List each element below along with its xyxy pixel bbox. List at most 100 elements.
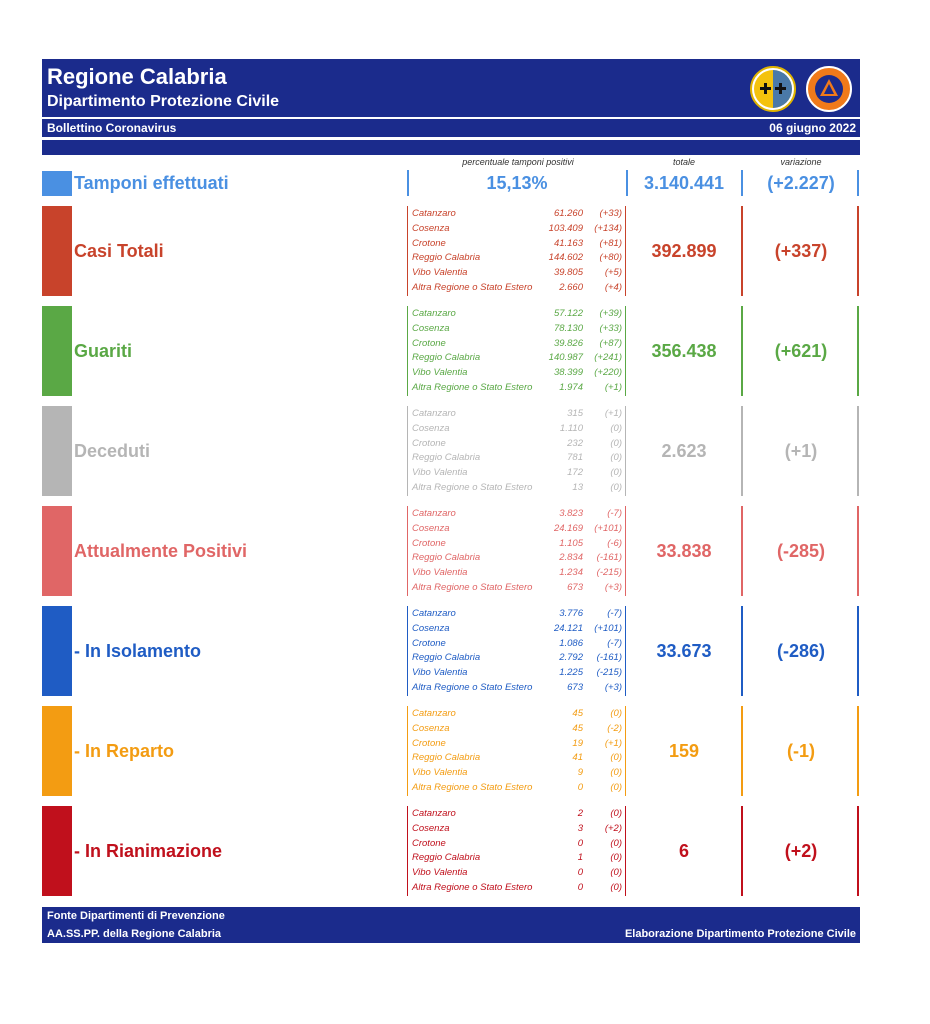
- province-row: Cosenza 1.110 (0): [408, 422, 625, 437]
- section-swatch: [42, 506, 72, 596]
- province-name: Crotone: [412, 237, 446, 249]
- province-variation: (+80): [599, 252, 622, 264]
- section-variation: (+2): [784, 841, 818, 861]
- province-row: Crotone 1.086 (-7): [408, 637, 625, 652]
- section-total: 356.438: [651, 341, 717, 361]
- province-row: Crotone 39.826 (+87): [408, 337, 625, 352]
- section-label: - In Isolamento: [74, 641, 202, 661]
- section-total: 392.899: [651, 241, 717, 261]
- section-swatch: [42, 406, 72, 496]
- province-variation: (+1): [604, 408, 622, 419]
- province-value: 1.974: [559, 381, 583, 393]
- percent-column-heading: percentuale tamponi positivi: [462, 157, 574, 167]
- province-variation: (+3): [604, 681, 622, 693]
- section-swatch: [42, 706, 72, 796]
- province-row: Catanzaro 315 (+1): [408, 407, 625, 422]
- bulletin-label: Bollettino Coronavirus: [47, 121, 177, 135]
- section-label: Attualmente Positivi: [74, 541, 248, 561]
- province-value: 41: [572, 752, 583, 764]
- province-name: Vibo Valentia: [412, 567, 468, 579]
- province-value: 39.805: [553, 267, 583, 279]
- province-variation: (0): [610, 752, 622, 764]
- province-row: Altra Regione o Stato Estero 1.974 (+1): [408, 381, 625, 396]
- tamponi-swatch: [42, 171, 72, 196]
- section-label: Casi Totali: [74, 241, 164, 261]
- section-swatch: [42, 606, 72, 696]
- province-name: Crotone: [412, 837, 446, 849]
- variation-column-heading: variazione: [780, 157, 822, 167]
- province-row: Altra Regione o Stato Estero 673 (+3): [408, 681, 625, 696]
- province-value: 673: [567, 681, 583, 693]
- section-divider: [857, 406, 859, 496]
- province-row: Cosenza 24.169 (+101): [408, 522, 625, 537]
- province-value: 19: [572, 737, 583, 749]
- province-variation: (+33): [599, 208, 622, 219]
- province-value: 45: [572, 708, 583, 719]
- province-value: 0: [577, 837, 583, 849]
- province-name: Vibo Valentia: [412, 367, 468, 379]
- province-variation: (+39): [599, 308, 622, 319]
- province-name: Catanzaro: [412, 508, 456, 519]
- footer-source-line1: Fonte Dipartimenti di Prevenzione: [47, 910, 225, 922]
- province-row: Catanzaro 45 (0): [408, 707, 625, 722]
- province-row: Catanzaro 2 (0): [408, 807, 625, 822]
- province-row: Reggio Calabria 140.987 (+241): [408, 351, 625, 366]
- province-name: Catanzaro: [412, 408, 456, 419]
- province-name: Catanzaro: [412, 708, 456, 719]
- province-name: Crotone: [412, 337, 446, 349]
- province-row: Cosenza 103.409 (+134): [408, 222, 625, 237]
- province-name: Catanzaro: [412, 208, 456, 219]
- province-row: Altra Regione o Stato Estero 13 (0): [408, 481, 625, 496]
- province-row: Crotone 0 (0): [408, 837, 625, 852]
- section-total: 2.623: [661, 441, 707, 461]
- province-variation: (0): [610, 781, 622, 793]
- province-name: Crotone: [412, 637, 446, 649]
- province-name: Crotone: [412, 437, 446, 449]
- province-breakdown: Catanzaro 45 (0) Cosenza 45 (-2) Crotone 19 (+1)…: [407, 706, 626, 796]
- footer-source-line2: AA.SS.PP. della Regione Calabria: [47, 928, 222, 940]
- region-title: Regione Calabria: [47, 64, 227, 89]
- province-row: Reggio Calabria 781 (0): [408, 451, 625, 466]
- section-total: 33.673: [656, 641, 712, 661]
- province-variation: (-161): [596, 552, 622, 564]
- province-name: Cosenza: [412, 422, 450, 434]
- tamponi-divider: [407, 170, 409, 196]
- province-name: Crotone: [412, 537, 446, 549]
- province-variation: (+33): [599, 322, 622, 334]
- province-variation: (+1): [604, 737, 622, 749]
- section-divider: [857, 606, 859, 696]
- province-variation: (0): [610, 867, 622, 879]
- province-row: Crotone 232 (0): [408, 437, 625, 452]
- section-swatch: [42, 306, 72, 396]
- province-variation: (-215): [596, 667, 622, 679]
- province-variation: (+134): [594, 222, 622, 234]
- province-name: Cosenza: [412, 322, 450, 334]
- province-name: Altra Regione o Stato Estero: [412, 881, 533, 893]
- bulletin-date: 06 giugno 2022: [769, 121, 856, 135]
- province-value: 3.823: [559, 508, 583, 519]
- section-divider: [857, 706, 859, 796]
- province-variation: (-161): [596, 652, 622, 664]
- province-value: 1.225: [559, 667, 583, 679]
- section-divider: [741, 606, 743, 696]
- tamponi-divider: [626, 170, 628, 196]
- province-row: Vibo Valentia 172 (0): [408, 466, 625, 481]
- province-variation: (+101): [594, 522, 622, 534]
- section-variation: (-1): [787, 741, 815, 761]
- footer-credit: Elaborazione Dipartimento Protezione Civ…: [624, 928, 856, 940]
- province-variation: (+3): [604, 581, 622, 593]
- regione-calabria-logo-icon: [750, 66, 796, 112]
- section-divider: [741, 306, 743, 396]
- province-variation: (0): [610, 767, 622, 779]
- province-value: 144.602: [548, 252, 583, 264]
- province-row: Crotone 1.105 (-6): [408, 537, 625, 552]
- province-name: Reggio Calabria: [412, 552, 481, 564]
- section-divider: [857, 806, 859, 896]
- province-breakdown: Catanzaro 2 (0) Cosenza 3 (+2) Crotone 0 (0) Regg…: [407, 806, 626, 896]
- province-value: 24.169: [553, 522, 583, 534]
- province-variation: (0): [610, 481, 622, 493]
- province-value: 1: [577, 852, 583, 864]
- province-name: Cosenza: [412, 622, 450, 634]
- province-variation: (0): [610, 422, 622, 434]
- province-value: 3.776: [559, 608, 583, 619]
